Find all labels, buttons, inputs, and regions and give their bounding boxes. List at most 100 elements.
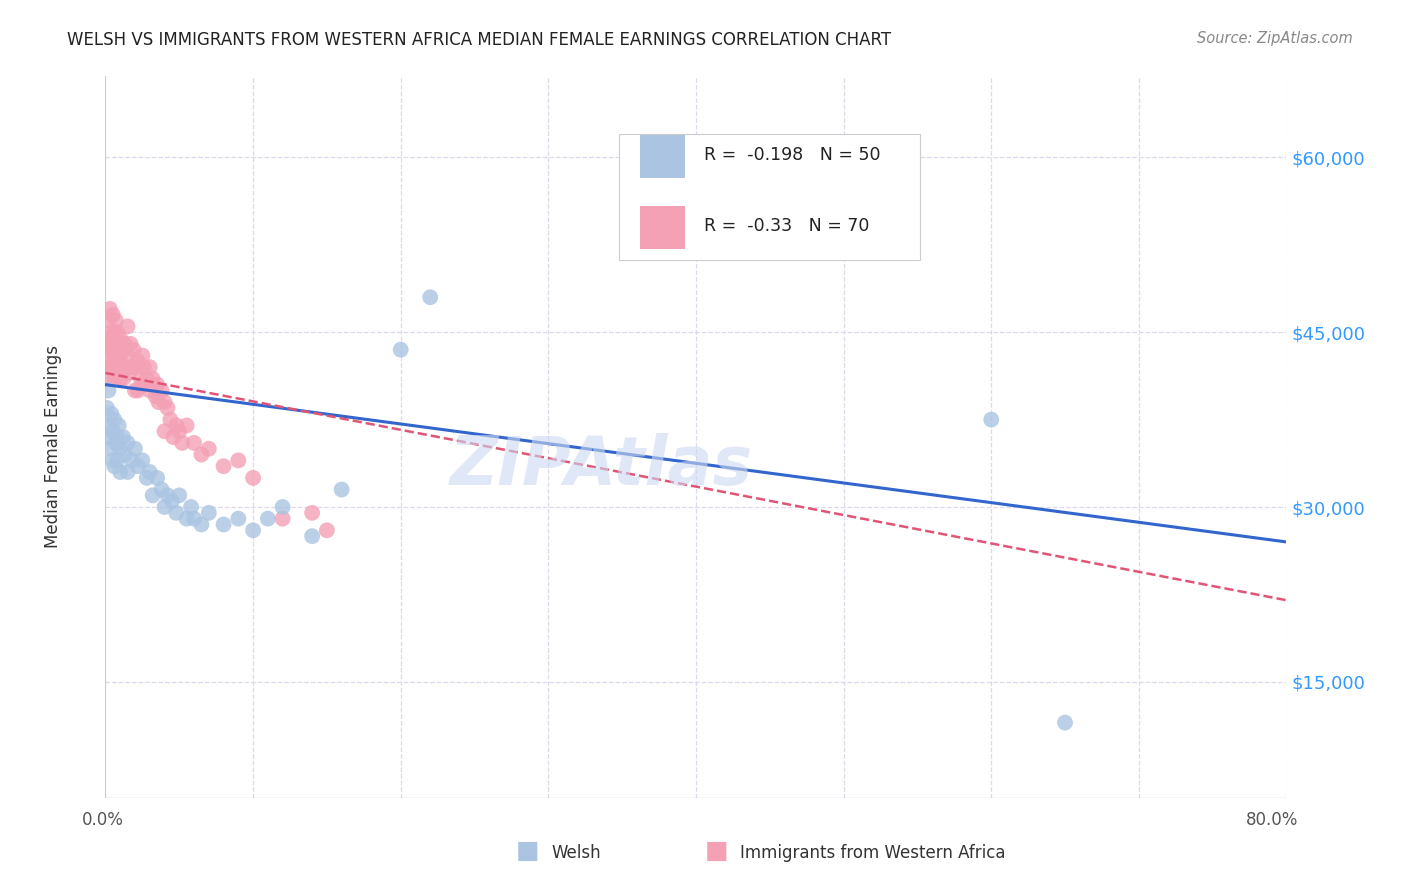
- Point: [105, 453, 128, 467]
- Point: [129, 372, 152, 386]
- Point: [104, 336, 127, 351]
- Point: [121, 360, 143, 375]
- Text: ■: ■: [706, 839, 728, 863]
- Point: [132, 360, 155, 375]
- Point: [146, 377, 169, 392]
- Point: [117, 319, 139, 334]
- Point: [135, 471, 157, 485]
- Point: [124, 384, 146, 398]
- Point: [115, 360, 138, 375]
- FancyBboxPatch shape: [641, 135, 685, 178]
- Point: [131, 377, 153, 392]
- FancyBboxPatch shape: [619, 134, 921, 260]
- Point: [153, 424, 176, 438]
- Point: [138, 465, 162, 479]
- Point: [169, 424, 191, 438]
- Point: [100, 325, 122, 339]
- Point: [301, 506, 323, 520]
- Point: [271, 500, 294, 514]
- Point: [98, 331, 121, 345]
- Point: [107, 336, 129, 351]
- Point: [146, 471, 169, 485]
- Point: [145, 389, 167, 403]
- Point: [197, 442, 219, 456]
- Point: [97, 343, 120, 357]
- Point: [156, 488, 179, 502]
- Text: 0.0%: 0.0%: [82, 811, 124, 829]
- Point: [160, 494, 183, 508]
- Point: [257, 511, 280, 525]
- FancyBboxPatch shape: [641, 206, 685, 249]
- Point: [228, 511, 250, 525]
- Point: [156, 401, 179, 415]
- Point: [148, 395, 170, 409]
- Point: [101, 453, 124, 467]
- Point: [98, 360, 121, 375]
- Text: 80.0%: 80.0%: [1246, 811, 1299, 829]
- Text: ■: ■: [516, 839, 538, 863]
- Point: [110, 372, 132, 386]
- Point: [110, 349, 132, 363]
- Point: [114, 336, 136, 351]
- Point: [212, 459, 235, 474]
- Point: [162, 430, 184, 444]
- Point: [131, 453, 153, 467]
- Point: [105, 430, 128, 444]
- Point: [138, 384, 162, 398]
- Point: [107, 418, 129, 433]
- Text: WELSH VS IMMIGRANTS FROM WESTERN AFRICA MEDIAN FEMALE EARNINGS CORRELATION CHART: WELSH VS IMMIGRANTS FROM WESTERN AFRICA …: [67, 31, 891, 49]
- Point: [127, 384, 149, 398]
- Point: [114, 448, 136, 462]
- Text: R =  -0.33   N = 70: R = -0.33 N = 70: [704, 217, 870, 235]
- Point: [121, 453, 143, 467]
- Point: [176, 511, 198, 525]
- Point: [97, 430, 120, 444]
- Point: [98, 442, 121, 456]
- Point: [180, 500, 202, 514]
- Point: [138, 360, 162, 375]
- Point: [212, 517, 235, 532]
- Text: Immigrants from Western Africa: Immigrants from Western Africa: [740, 844, 1005, 862]
- Point: [172, 436, 194, 450]
- Point: [103, 412, 125, 426]
- Text: Median Female Earnings: Median Female Earnings: [45, 344, 62, 548]
- Point: [150, 384, 173, 398]
- Point: [101, 308, 124, 322]
- Point: [120, 336, 142, 351]
- Point: [153, 500, 176, 514]
- Point: [96, 360, 118, 375]
- Point: [124, 442, 146, 456]
- Point: [124, 360, 146, 375]
- Point: [98, 301, 121, 316]
- Point: [98, 418, 121, 433]
- Point: [228, 453, 250, 467]
- Point: [271, 511, 294, 525]
- Point: [110, 465, 132, 479]
- Point: [122, 343, 145, 357]
- Point: [112, 430, 135, 444]
- Point: [197, 506, 219, 520]
- Text: Source: ZipAtlas.com: Source: ZipAtlas.com: [1197, 31, 1353, 46]
- Point: [190, 517, 212, 532]
- Point: [112, 343, 135, 357]
- Point: [96, 336, 118, 351]
- Point: [127, 459, 149, 474]
- Point: [165, 506, 187, 520]
- Point: [100, 349, 122, 363]
- Point: [118, 366, 141, 380]
- Point: [142, 488, 165, 502]
- Point: [242, 524, 264, 538]
- Point: [159, 412, 181, 426]
- Point: [150, 483, 173, 497]
- Point: [101, 336, 124, 351]
- Point: [183, 436, 205, 450]
- Point: [142, 372, 165, 386]
- Point: [301, 529, 323, 543]
- Point: [190, 448, 212, 462]
- Point: [100, 407, 122, 421]
- Point: [103, 372, 125, 386]
- Point: [107, 354, 129, 368]
- Point: [176, 418, 198, 433]
- Point: [1054, 715, 1077, 730]
- Point: [165, 418, 187, 433]
